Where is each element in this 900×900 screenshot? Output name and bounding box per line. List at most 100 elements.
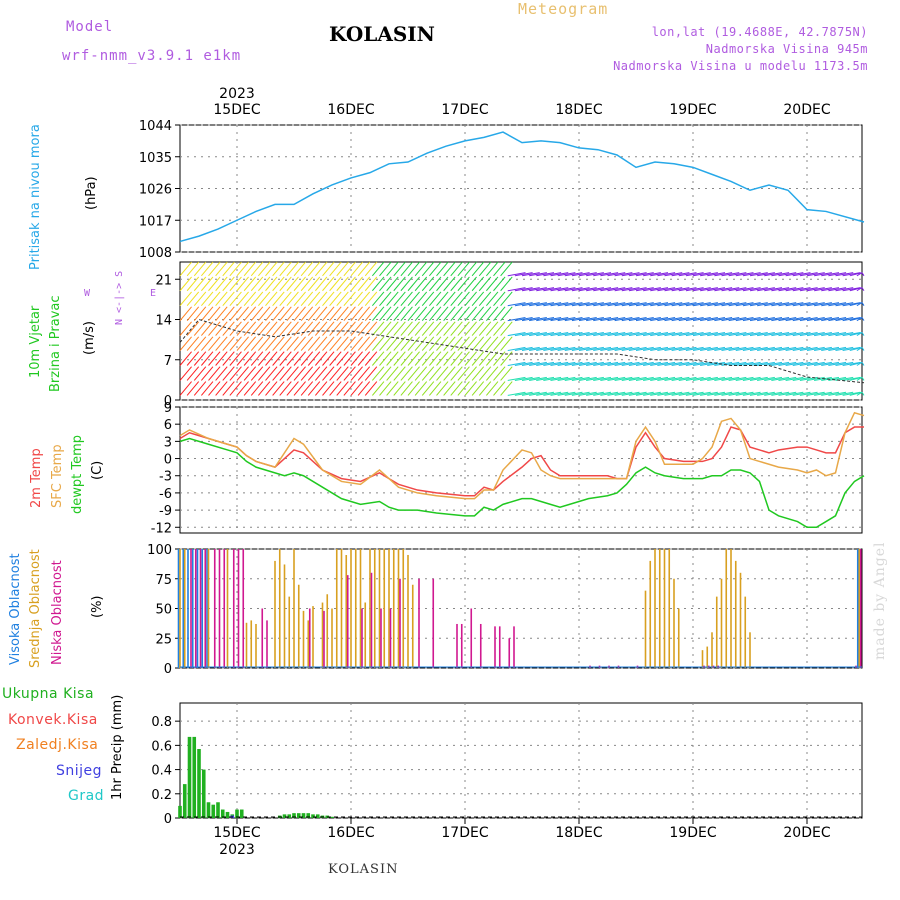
wind-barb bbox=[421, 276, 435, 292]
wind-barb bbox=[764, 287, 783, 292]
wind-barb bbox=[450, 336, 463, 351]
wind-barb bbox=[564, 302, 583, 307]
wind-barb bbox=[657, 376, 676, 381]
wind-barb bbox=[200, 381, 214, 396]
wind-barb bbox=[236, 291, 249, 307]
wind-barb bbox=[379, 321, 392, 336]
wind-barb bbox=[521, 272, 540, 277]
wind-barb bbox=[707, 331, 726, 337]
wind-barb bbox=[493, 306, 506, 321]
wind-barb bbox=[507, 391, 526, 396]
wind-barb bbox=[208, 261, 221, 277]
wind-barb bbox=[457, 306, 470, 321]
wind-barb bbox=[208, 351, 221, 366]
wind-barb bbox=[329, 366, 342, 381]
wind-barb bbox=[521, 376, 540, 381]
wind-barb bbox=[407, 306, 420, 321]
y-tick-label: 1008 bbox=[139, 246, 172, 261]
wind-barb bbox=[735, 361, 754, 366]
wind-barb bbox=[828, 287, 847, 292]
wind-barb bbox=[478, 351, 492, 366]
wind-barb bbox=[279, 366, 292, 381]
wind-barb bbox=[471, 351, 485, 366]
wind-barb bbox=[386, 276, 399, 292]
wind-barb bbox=[443, 306, 456, 321]
wind-barb bbox=[764, 302, 783, 307]
wind-barb bbox=[286, 351, 299, 366]
wind-barb bbox=[478, 336, 492, 351]
wind-barb bbox=[222, 291, 235, 307]
wind-barb bbox=[621, 302, 640, 307]
wind-barb bbox=[650, 346, 669, 352]
wind-barb bbox=[749, 391, 768, 396]
wind-barb bbox=[428, 291, 442, 307]
wind-barb bbox=[621, 287, 640, 292]
wind-barb bbox=[664, 331, 683, 337]
wind-barb bbox=[678, 272, 697, 277]
wind-barb bbox=[379, 306, 392, 321]
wind-barb bbox=[550, 361, 569, 366]
wind-barb bbox=[814, 272, 832, 277]
wind-barb bbox=[835, 287, 854, 292]
wind-barb bbox=[678, 287, 697, 292]
wind-barb bbox=[322, 276, 335, 292]
wind-barb bbox=[443, 276, 456, 292]
y-tick-label: 75 bbox=[155, 573, 172, 588]
wind-barb bbox=[407, 366, 420, 381]
wind-barb bbox=[842, 272, 861, 277]
page-title: KOLASIN bbox=[329, 22, 435, 46]
wind-barb bbox=[721, 287, 740, 292]
wind-barb bbox=[806, 391, 825, 396]
wind-barb bbox=[514, 317, 533, 322]
precip-bar bbox=[182, 784, 187, 818]
wind-barb bbox=[685, 361, 704, 366]
wind-barb bbox=[600, 302, 619, 307]
wind-barb bbox=[671, 317, 690, 322]
wind-barb bbox=[749, 346, 768, 352]
panel-frame bbox=[179, 124, 863, 253]
wind-barb bbox=[336, 381, 349, 396]
wind-barb bbox=[265, 261, 278, 277]
wind-barb bbox=[835, 302, 854, 307]
wind-barb bbox=[543, 331, 562, 337]
wind-barb bbox=[814, 346, 832, 352]
wind-barb bbox=[450, 291, 463, 307]
wind-barb bbox=[371, 381, 385, 396]
wind-barb bbox=[272, 336, 285, 351]
wind-barb bbox=[286, 306, 299, 321]
wind-barb bbox=[350, 336, 363, 351]
wind-barb bbox=[279, 351, 292, 366]
wind-barb bbox=[329, 321, 342, 336]
wind-barb bbox=[265, 291, 278, 307]
wind-barb bbox=[628, 287, 647, 292]
wind-barb bbox=[735, 272, 754, 277]
wind-barb bbox=[421, 366, 435, 381]
wind-barb bbox=[771, 302, 790, 307]
wind-barb bbox=[208, 291, 221, 307]
wind-barb bbox=[478, 366, 492, 381]
date-label-top: 20DEC bbox=[783, 102, 830, 118]
wind-barb bbox=[457, 321, 470, 336]
wind-barb bbox=[307, 381, 321, 396]
wind-barb bbox=[265, 306, 278, 321]
wind-barb bbox=[664, 361, 683, 366]
wind-barb bbox=[471, 366, 485, 381]
wind-barb bbox=[806, 317, 825, 322]
wind-barb bbox=[379, 276, 392, 292]
wind-barb bbox=[272, 321, 285, 336]
wind-barb bbox=[707, 346, 726, 352]
wind-barb bbox=[507, 361, 526, 366]
wind-barb bbox=[671, 391, 690, 396]
wind-barb bbox=[643, 346, 661, 352]
wind-barb bbox=[742, 317, 761, 322]
wind-barb bbox=[471, 336, 485, 351]
y-tick-label: 1017 bbox=[139, 214, 172, 229]
wind-barb bbox=[215, 276, 228, 292]
wind-barb bbox=[357, 366, 371, 381]
wind-barb bbox=[685, 272, 704, 277]
wind-barb bbox=[350, 291, 363, 307]
wind-barb bbox=[728, 317, 747, 322]
wind-barb bbox=[685, 391, 704, 396]
wind-barb bbox=[428, 366, 442, 381]
wind-barb bbox=[215, 291, 228, 307]
